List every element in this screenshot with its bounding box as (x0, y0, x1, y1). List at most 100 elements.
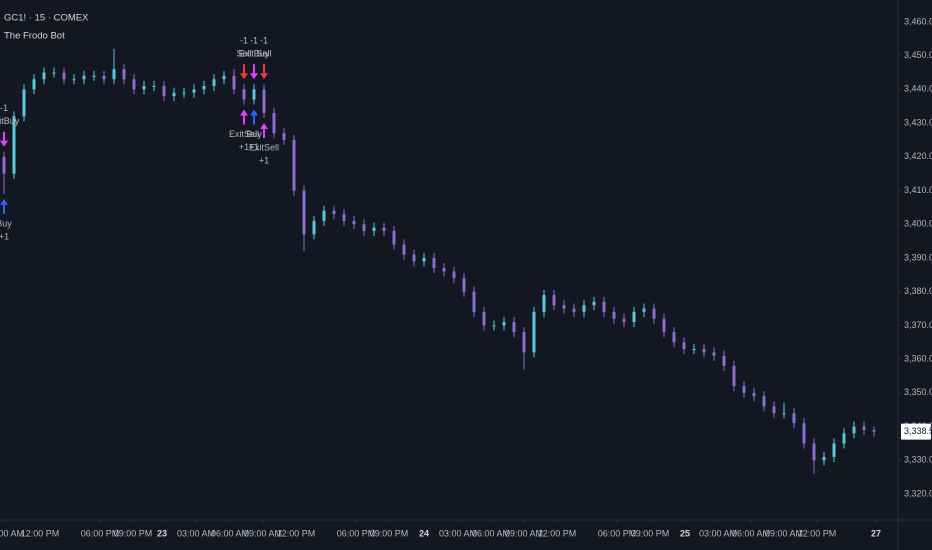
candle-body (682, 342, 686, 350)
x-tick-label: 25 (680, 528, 690, 538)
candle-body (172, 92, 176, 97)
candle-body (12, 116, 16, 174)
candle-body (322, 210, 326, 221)
signal-label: Sell (236, 49, 251, 59)
signal-label: ExitSell (229, 129, 259, 139)
candle-body (612, 311, 616, 319)
x-tick-label: 12:00 PM (21, 528, 60, 538)
candle-body (522, 332, 526, 353)
x-tick-label: 09:00 AM (505, 528, 543, 538)
x-tick-label: 09:00 PM (114, 528, 153, 538)
candle-body (872, 429, 876, 432)
candle-body (72, 79, 76, 81)
candle-body (2, 156, 6, 174)
signal-label: Sell (256, 49, 271, 59)
candle-body (212, 79, 216, 86)
candle-body (382, 227, 386, 231)
candle-body (812, 443, 816, 461)
candle-body (642, 308, 646, 312)
signal-qty: -1 (0, 103, 8, 113)
candle-body (822, 456, 826, 461)
candle-body (762, 396, 766, 407)
candle-body (62, 72, 66, 80)
candle-body (512, 322, 516, 333)
candle-body (742, 386, 746, 393)
candle-body (482, 311, 486, 326)
indicator-name: The Frodo Bot (4, 31, 65, 42)
signal-qty: +1 (239, 142, 249, 152)
candle-body (52, 72, 56, 74)
last-price-box (901, 423, 931, 440)
signal-label: Buy (246, 129, 262, 139)
candle-body (582, 305, 586, 312)
signal-qty: +1 (259, 155, 269, 165)
x-tick-label: 23 (157, 528, 167, 538)
candle-body (632, 311, 636, 323)
candle-body (752, 392, 756, 397)
candle-body (142, 85, 146, 90)
candle-body (792, 413, 796, 424)
candle-body (672, 332, 676, 343)
y-tick-label: 3,420.0 (904, 151, 932, 161)
candle-body (652, 308, 656, 319)
y-tick-label: 3,320.0 (904, 488, 932, 498)
x-tick-label: 12:00 PM (798, 528, 837, 538)
candle-body (802, 423, 806, 444)
candle-body (442, 268, 446, 272)
candle-body (92, 75, 96, 77)
signal-arrow (260, 64, 268, 80)
candle-body (452, 271, 456, 279)
y-tick-label: 3,440.0 (904, 84, 932, 94)
signal-arrow (260, 123, 268, 139)
candle-body (732, 365, 736, 387)
x-tick-label: 06:00 AM (0, 528, 24, 538)
candle-body (862, 426, 866, 430)
candle-body (712, 352, 716, 356)
candle-body (282, 133, 286, 140)
candle-body (702, 349, 706, 353)
candle-body (662, 318, 666, 333)
x-tick-label: 06:00 PM (337, 528, 376, 538)
candle-body (402, 244, 406, 255)
signal-arrow (0, 131, 8, 147)
y-tick-label: 3,460.0 (904, 16, 932, 26)
candle-body (392, 230, 396, 245)
candle-body (22, 89, 26, 117)
signal-arrow (240, 64, 248, 80)
candle-body (112, 69, 116, 80)
candle-body (462, 278, 466, 292)
candle-body (162, 85, 166, 97)
candle-body (42, 72, 46, 80)
chart-title: GC1! · 15 · COMEX (4, 13, 89, 24)
signal-arrow (250, 64, 258, 80)
candle-body (242, 89, 246, 100)
y-tick-label: 3,330.0 (904, 455, 932, 465)
x-tick-label: 06:00 PM (81, 528, 120, 538)
x-tick-label: 06:00 AM (211, 528, 249, 538)
candle-body (122, 69, 126, 80)
x-tick-label: 12:00 PM (277, 528, 316, 538)
candle-body (602, 301, 606, 312)
candle-body (292, 139, 296, 191)
x-tick-label: 09:00 AM (244, 528, 282, 538)
candle-body (592, 301, 596, 306)
y-tick-label: 3,430.0 (904, 117, 932, 127)
x-tick-label: 09:00 AM (765, 528, 803, 538)
y-tick-label: 3,380.0 (904, 286, 932, 296)
candle-body (332, 210, 336, 215)
candle-body (102, 75, 106, 80)
y-tick-label: 3,410.0 (904, 185, 932, 195)
x-tick-label: 12:00 PM (538, 528, 577, 538)
candle-body (502, 322, 506, 326)
signal-qty: -1 (240, 36, 248, 46)
signal-arrow (0, 198, 8, 214)
candle-body (532, 311, 536, 353)
candle-body (272, 112, 276, 134)
x-tick-label: 03:00 AM (177, 528, 215, 538)
y-tick-label: 3,390.0 (904, 252, 932, 262)
candle-body (82, 75, 86, 80)
candle-body (222, 75, 226, 80)
signal-label: ExitSell (249, 142, 279, 152)
candle-body (472, 291, 476, 312)
